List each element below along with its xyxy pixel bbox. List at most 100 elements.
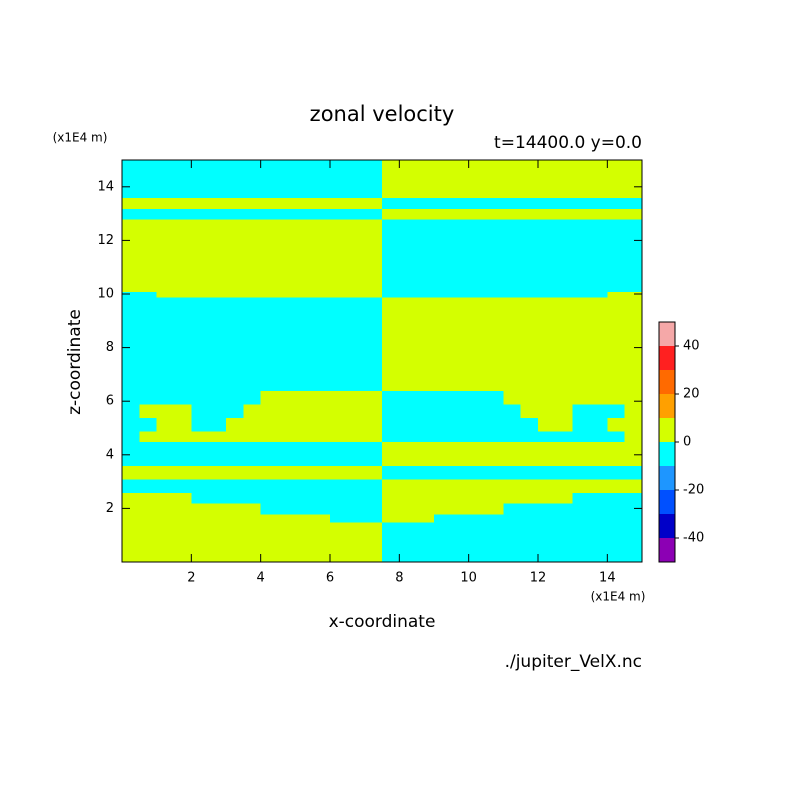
contour-cell [347, 521, 366, 563]
contour-cell [226, 218, 244, 292]
contour-cell [139, 521, 158, 563]
contour-cell [330, 417, 348, 432]
contour-cell [139, 430, 158, 442]
contour-cell [590, 208, 608, 220]
contour-cell [174, 513, 192, 523]
colorbar-tick-label: 0 [683, 435, 691, 450]
contour-cell [156, 417, 175, 432]
contour-cell [260, 503, 279, 515]
contour-cell [416, 208, 435, 220]
contour-cell [208, 160, 227, 199]
contour-cell [156, 513, 175, 523]
contour-cell [399, 465, 418, 480]
contour-cell [295, 478, 314, 493]
contour-cell [503, 291, 522, 298]
contour-cell [156, 465, 175, 480]
contour-cell [607, 417, 626, 432]
contour-cell [330, 521, 348, 563]
contour-cell [330, 478, 348, 493]
contour-cell [243, 430, 262, 442]
contour-cell [330, 492, 348, 504]
contour-cell [503, 492, 522, 504]
contour-cell [399, 390, 418, 405]
x-tick-label: 2 [187, 571, 195, 586]
contour-cell [226, 390, 244, 405]
contour-cell [122, 296, 140, 392]
contour-cell [295, 296, 314, 392]
contour-cell [191, 417, 210, 432]
contour-cell [278, 296, 296, 392]
y-tick-label: 6 [106, 394, 114, 409]
colorbar-tick-label: 20 [683, 387, 700, 402]
contour-cell [555, 291, 574, 298]
contour-cell [226, 465, 244, 480]
contour-cell [174, 390, 192, 405]
contour-cell [572, 403, 591, 418]
contour-cell [624, 492, 643, 504]
contour-cell [122, 441, 140, 467]
contour-cell [122, 513, 140, 523]
contour-cell [156, 197, 175, 209]
contour-cell [260, 521, 279, 563]
contour-cell [122, 160, 140, 199]
contour-cell [278, 503, 296, 515]
contour-cell [174, 465, 192, 480]
contour-cell [416, 197, 435, 209]
contour-cell [191, 197, 210, 209]
contour-cell [260, 197, 279, 209]
contour-cell [174, 218, 192, 292]
contour-cell [278, 441, 296, 467]
x-tick-label: 8 [395, 571, 403, 586]
contour-cell [468, 291, 487, 298]
contour-cell [278, 513, 296, 523]
contour-cell [416, 390, 435, 405]
colorbar-segment [659, 394, 675, 418]
contour-cell [243, 197, 262, 209]
x-axis-label: x-coordinate [329, 612, 436, 632]
contour-cell [382, 503, 400, 515]
contour-cell [607, 465, 626, 480]
contour-cell [156, 296, 175, 392]
contour-cell [330, 465, 348, 480]
contour-cell [191, 478, 210, 493]
contour-cell [364, 417, 383, 432]
contour-cell [468, 513, 487, 523]
contour-cell [347, 218, 366, 292]
contour-cell [382, 513, 400, 523]
contour-cell [468, 403, 487, 418]
contour-cell [330, 218, 348, 292]
contour-cell [382, 160, 400, 199]
contour-cell [260, 160, 279, 199]
contour-cell [260, 218, 279, 292]
contour-cell [468, 492, 487, 504]
contour-cell [572, 160, 591, 199]
contour-cell [451, 403, 470, 418]
contour-cell [607, 390, 626, 405]
contour-cell [174, 160, 192, 199]
contour-cell [208, 465, 227, 480]
contour-cell [260, 417, 279, 432]
contour-cell [382, 521, 400, 563]
contour-cell [538, 492, 556, 504]
contour-cell [208, 417, 227, 432]
contour-cell [174, 478, 192, 493]
contour-cell [486, 441, 504, 467]
contour-cell [295, 430, 314, 442]
contour-cell [174, 430, 192, 442]
contour-cell [416, 430, 435, 442]
contour-cell [590, 390, 608, 405]
colorbar-tick-label: 40 [683, 339, 700, 354]
contour-cell [156, 503, 175, 515]
contour-cell [174, 296, 192, 392]
contour-cell [399, 441, 418, 467]
contour-cell [434, 218, 452, 292]
y-axis-label: z-coordinate [65, 309, 85, 415]
contour-cell [243, 492, 262, 504]
contour-cell [278, 197, 296, 209]
x-tick-label: 10 [460, 571, 477, 586]
contour-cell [572, 218, 591, 292]
y-tick-label: 14 [97, 179, 114, 194]
contour-cell [607, 208, 626, 220]
contour-cell [468, 296, 487, 392]
